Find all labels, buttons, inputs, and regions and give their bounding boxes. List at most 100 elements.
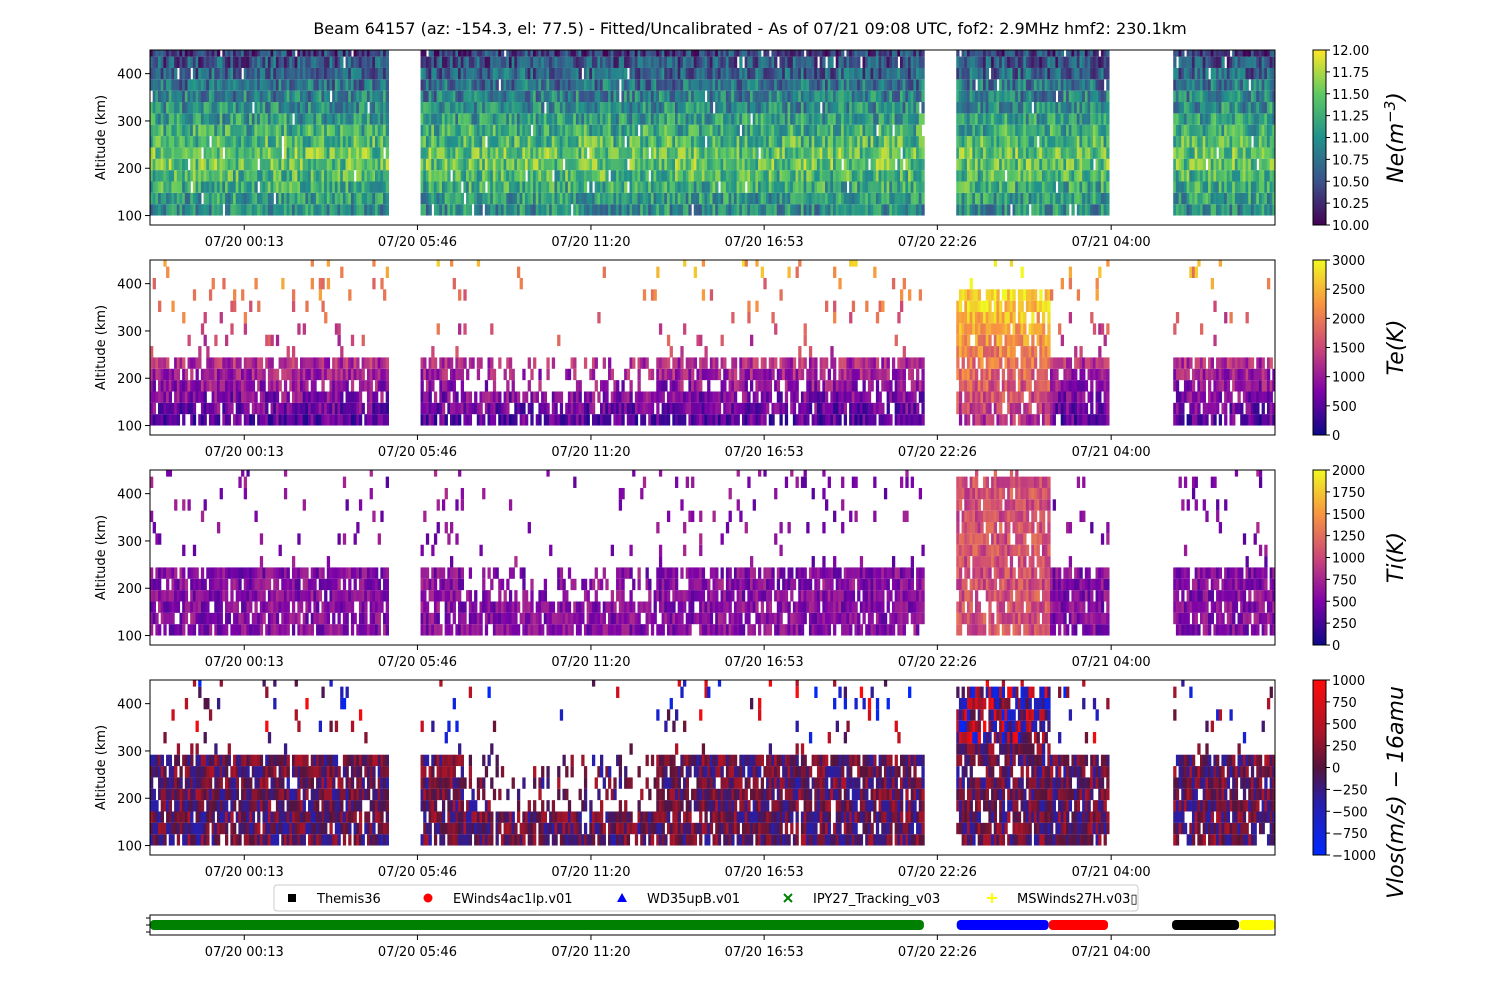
colorbar-tick-label: 500	[1332, 400, 1357, 415]
x-tick-label: 07/20 05:46	[378, 235, 457, 250]
legend-marker	[288, 894, 296, 902]
colorbar-tick-label: 0	[1332, 429, 1340, 444]
heatmap-cells	[150, 50, 1275, 216]
legend-entry: EWinds4ac1lp.v01	[423, 892, 573, 907]
plot-frame	[149, 49, 1276, 226]
colorbar-tick-label: 1250	[1332, 530, 1365, 545]
colorbar-tick-label: 0	[1332, 762, 1340, 777]
y-tick-label: 200	[117, 792, 142, 807]
colorbar-tick-label: −750	[1332, 827, 1368, 842]
legend-label: MSWinds27H.v03▯	[1017, 892, 1138, 907]
y-tick-label: 400	[117, 278, 142, 293]
x-tick-label: 07/20 05:46	[378, 945, 457, 960]
x-tick-label: 07/20 16:53	[725, 655, 804, 670]
x-tick-label: 07/20 16:53	[725, 235, 804, 250]
timeline-segment	[1172, 920, 1240, 930]
colorbar-tick-label: 250	[1332, 740, 1357, 755]
heatmap-cells	[150, 470, 1275, 636]
legend-entry: Themis36	[288, 892, 381, 907]
y-tick-label: 300	[117, 325, 142, 340]
x-tick-label: 07/21 04:00	[1072, 865, 1151, 880]
x-tick-label: 07/20 16:53	[725, 445, 804, 460]
panel-te: 100 200 300 400 07/20 00:13 07/20 05:46 07/20 …	[94, 254, 1409, 460]
y-tick-label: 100	[117, 630, 142, 645]
x-tick-label: 07/20 05:46	[378, 655, 457, 670]
colorbar-tick-label: 500	[1332, 595, 1357, 610]
x-tick-label: 07/20 11:20	[551, 655, 630, 670]
y-tick-label: 300	[117, 115, 142, 130]
x-tick-label: 07/20 11:20	[551, 945, 630, 960]
x-tick-label: 07/20 00:13	[205, 445, 284, 460]
colorbar-tick-label: 750	[1332, 573, 1357, 588]
colorbar-tick-label: 500	[1332, 718, 1357, 733]
y-tick-label: 400	[117, 698, 142, 713]
y-axis-label: Altitude (km)	[94, 95, 109, 180]
panel-vlos: 100 200 300 400 07/20 00:13 07/20 05:46 07/20 …	[94, 674, 1409, 899]
plot-frame	[149, 259, 1276, 436]
colorbar-tick-label: 11.50	[1332, 88, 1369, 103]
colorbar-tick-label: 1000	[1332, 552, 1365, 567]
colorbar-tick-label: 1500	[1332, 508, 1365, 523]
x-tick-label: 07/20 00:13	[205, 655, 284, 670]
plot-frame	[149, 679, 1276, 856]
colorbar-tick-label: 10.25	[1332, 197, 1369, 212]
timeline-segment	[1048, 920, 1109, 930]
legend-label: Themis36	[316, 892, 381, 907]
y-axis-label: Altitude (km)	[94, 515, 109, 600]
colorbar-tick-label: 1500	[1332, 342, 1365, 357]
colorbar-tick-label: 1750	[1332, 486, 1365, 501]
x-tick-label: 07/20 22:26	[898, 945, 977, 960]
timeline-segment	[956, 920, 1049, 930]
plot-frame	[149, 469, 1276, 646]
colorbar	[1312, 469, 1327, 646]
colorbar-tick-label: 3000	[1332, 254, 1365, 269]
x-tick-label: 07/20 00:13	[205, 865, 284, 880]
colorbar	[1312, 679, 1327, 856]
colorbar-tick-label: −500	[1332, 805, 1368, 820]
colorbar-tick-label: 0	[1332, 639, 1340, 654]
legend-frame	[273, 884, 1139, 912]
legend-marker	[783, 893, 793, 903]
y-axis-label: Altitude (km)	[94, 725, 109, 810]
x-tick-label: 07/20 22:26	[898, 445, 977, 460]
x-tick-label: 07/20 11:20	[551, 445, 630, 460]
colorbar-label: Vlos(m/s) − 16amu	[1384, 686, 1409, 899]
x-tick-label: 07/21 04:00	[1072, 945, 1151, 960]
x-tick-label: 07/20 11:20	[551, 865, 630, 880]
colorbar-tick-label: −250	[1332, 783, 1368, 798]
x-tick-label: 07/20 16:53	[725, 945, 804, 960]
legend-marker	[987, 893, 997, 903]
x-tick-label: 07/20 22:26	[898, 865, 977, 880]
colorbar-label: Te(K)	[1384, 320, 1409, 376]
colorbar-tick-label: −1000	[1332, 849, 1376, 864]
legend-marker	[423, 893, 433, 903]
colorbar-tick-label: 250	[1332, 617, 1357, 632]
legend-marker	[617, 893, 627, 902]
y-tick-label: 200	[117, 372, 142, 387]
colorbar-tick-label: 2000	[1332, 312, 1365, 327]
y-tick-label: 400	[117, 68, 142, 83]
panels: 100 200 300 400 07/20 00:13 07/20 05:46 07/20 …	[94, 44, 1409, 899]
x-tick-label: 07/20 22:26	[898, 235, 977, 250]
panel-ne: 100 200 300 400 07/20 00:13 07/20 05:46 07/20 …	[94, 44, 1409, 250]
legend-label: WD35upB.v01	[647, 892, 740, 907]
experiment-legend: Themis36 EWinds4ac1lp.v01 WD35upB.v01 IPY27…	[273, 884, 1139, 912]
colorbar	[1312, 259, 1327, 436]
chart-title: Beam 64157 (az: -154.3, el: 77.5) - Fitt…	[313, 19, 1186, 38]
x-tick-label: 07/21 04:00	[1072, 445, 1151, 460]
legend-label: EWinds4ac1lp.v01	[453, 892, 573, 907]
colorbar-tick-label: 1000	[1332, 371, 1365, 386]
x-tick-label: 07/21 04:00	[1072, 655, 1151, 670]
colorbar	[1312, 49, 1327, 226]
y-tick-label: 300	[117, 745, 142, 760]
timeline-segment	[150, 920, 924, 930]
colorbar-tick-label: 2000	[1332, 464, 1365, 479]
colorbar-tick-label: 750	[1332, 696, 1357, 711]
experiment-timeline: 07/20 00:13 07/20 05:46 07/20 11:20 07/20 1…	[146, 914, 1276, 960]
legend-entry: WD35upB.v01	[617, 892, 740, 907]
colorbar-tick-label: 1000	[1332, 674, 1365, 689]
panel-ti: 100 200 300 400 07/20 00:13 07/20 05:46 07/20 …	[94, 464, 1409, 670]
x-tick-label: 07/20 22:26	[898, 655, 977, 670]
colorbar-tick-label: 11.25	[1332, 110, 1369, 125]
